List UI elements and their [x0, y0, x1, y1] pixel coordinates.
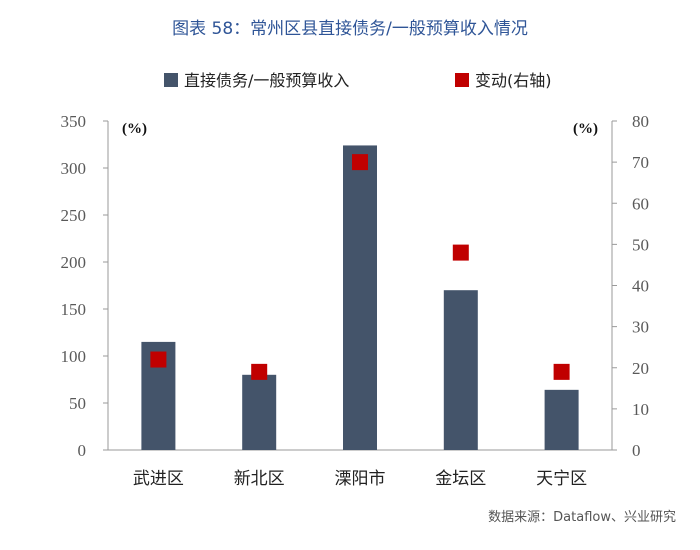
left-tick-label: 100	[61, 347, 87, 366]
right-tick-label: 80	[632, 112, 649, 131]
right-tick-label: 10	[632, 400, 649, 419]
bars-layer	[141, 145, 579, 450]
right-tick-label: 20	[632, 359, 649, 378]
change-marker	[452, 244, 469, 261]
right-tick-label: 0	[632, 441, 641, 460]
source-note: 数据来源：Dataflow、兴业研究	[488, 510, 676, 525]
left-tick-label: 250	[61, 206, 87, 225]
left-tick-label: 0	[78, 441, 87, 460]
bar	[242, 374, 277, 450]
right-tick-label: 50	[632, 235, 649, 254]
legend-marker-label: 变动(右轴)	[475, 71, 552, 90]
category-label: 武进区	[133, 469, 184, 489]
chart-title: 图表 58：常州区县直接债务/一般预算收入情况	[172, 19, 528, 39]
bar	[343, 145, 377, 450]
right-tick-label: 60	[632, 194, 649, 213]
change-marker	[553, 363, 570, 380]
axes: 0 50 100 150 200 250 300 350 0 10 20 30 40 50 60 70 80 (%…	[61, 112, 650, 489]
bar	[443, 290, 478, 450]
bar	[544, 389, 579, 450]
category-label: 天宁区	[536, 469, 587, 489]
change-marker	[251, 363, 268, 380]
change-marker	[150, 351, 167, 368]
category-label: 金坛区	[435, 469, 486, 489]
left-tick-label: 150	[61, 300, 87, 319]
right-tick-label: 40	[632, 277, 649, 296]
category-label: 新北区	[234, 469, 285, 489]
left-tick-label: 200	[61, 253, 87, 272]
legend-bar-label: 直接债务/一般预算收入	[184, 71, 349, 90]
right-axis-unit: (%)	[573, 121, 598, 137]
change-marker	[352, 154, 368, 171]
right-tick-label: 70	[632, 153, 649, 172]
legend-marker-swatch	[455, 73, 469, 87]
left-axis-unit: (%)	[122, 121, 147, 137]
right-tick-label: 30	[632, 318, 649, 337]
left-tick-label: 50	[69, 394, 86, 413]
left-tick-label: 350	[61, 112, 87, 131]
legend: 直接债务/一般预算收入 变动(右轴)	[164, 71, 552, 90]
markers-layer	[150, 154, 570, 380]
left-tick-label: 300	[61, 159, 87, 178]
legend-bar-swatch	[164, 73, 178, 87]
category-label: 溧阳市	[335, 469, 386, 489]
